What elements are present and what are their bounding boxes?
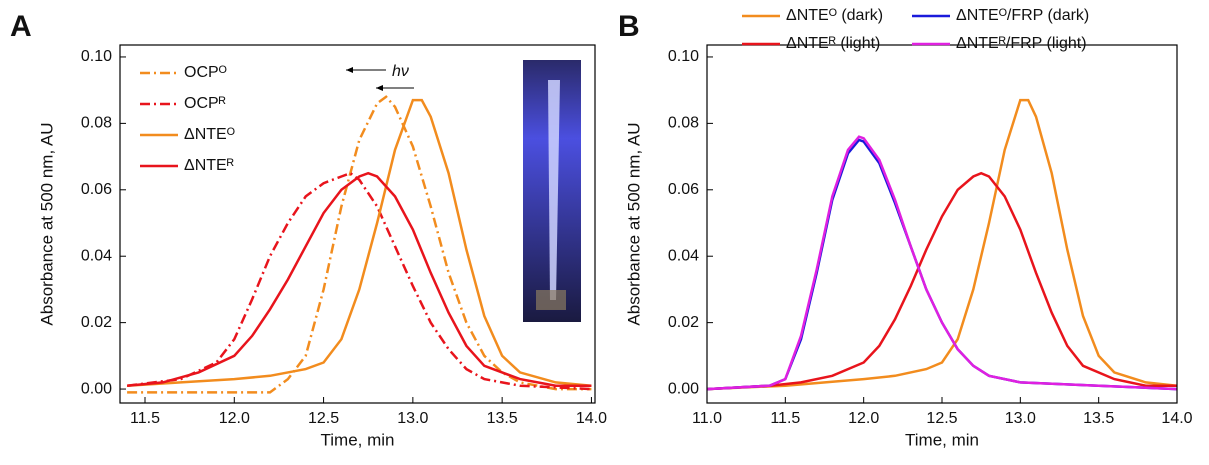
- y-tick-label: 0.04: [668, 247, 699, 264]
- data-line: [706, 138, 1178, 391]
- x-tick-label: 14.0: [576, 410, 607, 427]
- y-tick-label: 0.06: [668, 181, 699, 198]
- y-tick-label: 0.10: [668, 48, 699, 65]
- legend-label: OCPᴼ: [184, 64, 227, 81]
- photo-inset: [523, 60, 581, 322]
- data-line: [706, 135, 1178, 391]
- x-tick-label: 11.5: [130, 410, 160, 427]
- data-line: [126, 171, 592, 387]
- plot-lines: [706, 98, 1178, 391]
- x-tick-label: 11.0: [692, 410, 722, 427]
- x-tick-label: 11.5: [770, 410, 800, 427]
- x-tick-label: 13.5: [487, 410, 518, 427]
- data-line: [126, 171, 592, 391]
- annotation: hν: [392, 63, 409, 80]
- y-axis-title: Absorbance at 500 nm, AU: [624, 122, 643, 325]
- y-tick-label: 0.00: [668, 380, 699, 397]
- y-tick-label: 0.08: [81, 115, 112, 132]
- x-tick-label: 12.0: [219, 410, 250, 427]
- plot-frame: [119, 44, 596, 404]
- plot-frame: [706, 44, 1178, 404]
- x-tick-label: 12.5: [926, 410, 957, 427]
- data-line: [706, 171, 1177, 391]
- legend-label: OCPᴿ: [184, 95, 226, 112]
- data-line: [127, 98, 592, 387]
- legend-label: ΔNTEᴼ (dark): [786, 7, 883, 24]
- x-tick-label: 13.0: [1005, 410, 1036, 427]
- legend-label: ΔNTEᴿ (light): [786, 35, 880, 52]
- x-tick-label: 14.0: [1161, 410, 1192, 427]
- panel-label: B: [618, 10, 640, 43]
- legend-label: ΔNTEᴼ: [184, 126, 235, 143]
- y-tick-label: 0.00: [81, 380, 112, 397]
- legend-label: ΔNTEᴼ/FRP (dark): [956, 7, 1089, 24]
- y-tick-label: 0.02: [81, 314, 112, 331]
- y-tick-label: 0.08: [668, 115, 699, 132]
- x-tick-label: 12.0: [848, 410, 879, 427]
- x-tick-label: 13.0: [397, 410, 428, 427]
- y-tick-label: 0.02: [668, 314, 699, 331]
- annotation-arrowhead: [346, 67, 353, 73]
- x-tick-label: 12.5: [308, 410, 339, 427]
- y-tick-label: 0.10: [81, 48, 112, 65]
- plot-lines: [126, 95, 592, 394]
- panel-label: A: [10, 10, 32, 43]
- y-tick-label: 0.06: [81, 181, 112, 198]
- y-tick-label: 0.04: [81, 247, 112, 264]
- y-axis-title: Absorbance at 500 nm, AU: [37, 122, 56, 325]
- annotation-arrowhead: [376, 85, 383, 91]
- x-axis-title: Time, min: [321, 430, 395, 449]
- data-line: [706, 98, 1178, 391]
- legend-label: ΔNTEᴿ: [184, 157, 234, 174]
- data-line: [127, 95, 592, 394]
- x-axis-title: Time, min: [905, 430, 979, 449]
- legend-label: ΔNTEᴿ/FRP (light): [956, 35, 1087, 52]
- x-tick-label: 13.5: [1083, 410, 1114, 427]
